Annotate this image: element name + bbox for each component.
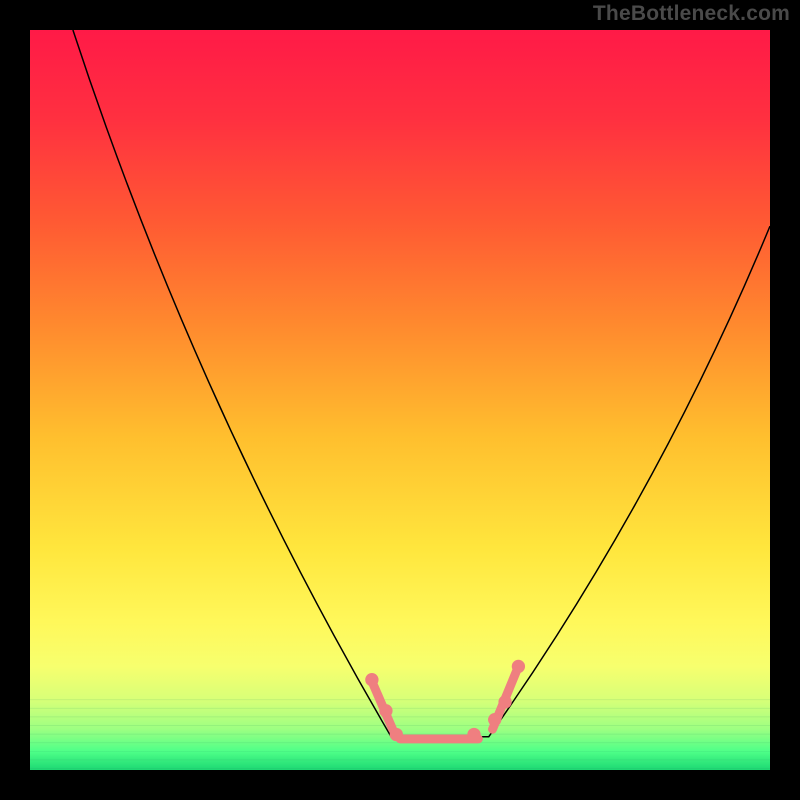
data-marker (390, 728, 403, 741)
data-marker (365, 673, 378, 686)
data-marker (467, 728, 480, 741)
data-marker (488, 713, 501, 726)
data-marker (498, 695, 511, 708)
plot-area (30, 30, 770, 770)
watermark-text: TheBottleneck.com (593, 2, 790, 26)
data-marker (379, 704, 392, 717)
plot-svg (30, 30, 770, 770)
chart-outer: TheBottleneck.com (0, 0, 800, 800)
gradient-background (30, 30, 770, 770)
data-marker (512, 660, 525, 673)
